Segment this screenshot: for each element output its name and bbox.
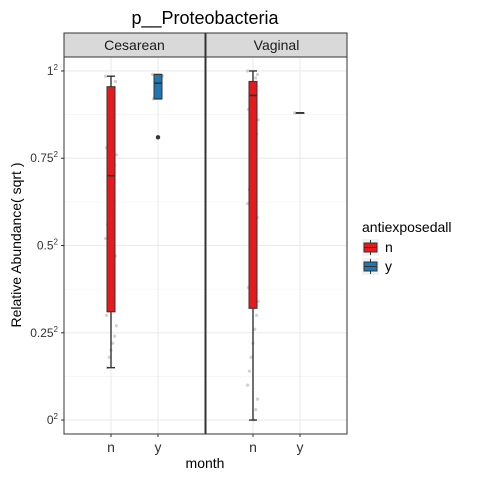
y-tick-label: 0.52 [37, 238, 59, 253]
jitter-point [256, 299, 260, 303]
jitter-point [246, 383, 250, 387]
jitter-point [255, 72, 260, 77]
legend-entry-y: y [362, 258, 392, 275]
jitter-point [246, 69, 250, 73]
chart-title: p__Proteobacteria [131, 8, 279, 29]
jitter-point [253, 327, 257, 331]
box-vaginal-n [246, 69, 260, 422]
y-tick-label: 0.752 [30, 150, 58, 165]
x-tick-label: y [155, 439, 162, 455]
jitter-point [104, 74, 108, 78]
jitter-point [114, 324, 118, 328]
facet-strip [63, 32, 206, 58]
legend-title: antiexposedall [362, 219, 452, 235]
jitter-point [254, 407, 258, 412]
y-tick-label: 12 [47, 63, 59, 78]
jitter-point [256, 118, 260, 122]
x-tick-label: n [107, 439, 115, 455]
jitter-point [293, 111, 297, 115]
jitter-point [104, 236, 108, 241]
jitter-point [107, 355, 111, 359]
jitter-point [114, 153, 118, 157]
box-iqr [153, 73, 163, 100]
facet-panels: Cesarean Vaginal [63, 32, 348, 435]
legend-entry-n: n [362, 239, 393, 256]
x-tick-label: n [249, 439, 257, 455]
jitter-point [247, 369, 251, 373]
jitter-point [246, 202, 250, 206]
jitter-point [111, 341, 115, 345]
jitter-point [151, 72, 155, 77]
x-tick-label: y [297, 439, 304, 455]
box-cesarean-y [151, 72, 165, 140]
box-iqr [106, 86, 116, 313]
legend-label: n [385, 239, 393, 255]
y-axis-label: Relative Abundance( sqrt ) [8, 163, 24, 328]
facet-strip-label: Vaginal [254, 37, 300, 53]
y-tick-label: 0.252 [30, 325, 58, 340]
y-axis: 02 0.252 0.52 0.752 12 [30, 63, 64, 427]
outlier-point [155, 135, 161, 140]
y-tick-label: 02 [47, 412, 59, 427]
facet-panel-vaginal: Vaginal [205, 32, 348, 435]
jitter-point [113, 334, 117, 338]
jitter-point [249, 355, 253, 359]
facet-strip-label: Cesarean [104, 37, 165, 53]
legend: antiexposedall ny [362, 219, 452, 275]
jitter-point [113, 79, 118, 84]
facet-panel-cesarean: Cesarean [63, 32, 206, 435]
box-vaginal-y [293, 111, 305, 115]
box-cesarean-n [104, 74, 118, 370]
jitter-point [255, 313, 259, 317]
legend-label: y [385, 258, 392, 274]
jitter-point [104, 313, 109, 317]
jitter-point [255, 397, 260, 401]
jitter-point [254, 76, 258, 80]
box-iqr [248, 80, 258, 309]
x-axis-label: month [186, 455, 225, 471]
panel-border [205, 56, 348, 435]
